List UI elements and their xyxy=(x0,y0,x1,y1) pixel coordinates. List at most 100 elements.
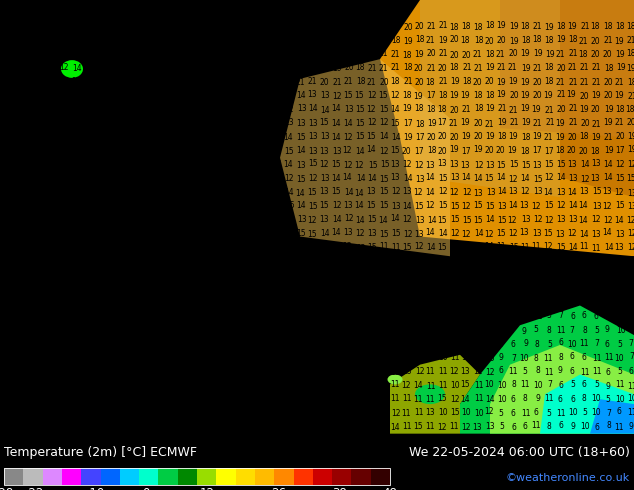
Text: 15: 15 xyxy=(297,229,306,239)
Text: 12: 12 xyxy=(261,50,271,59)
Text: 11: 11 xyxy=(284,270,294,279)
Text: 12: 12 xyxy=(261,408,271,417)
Text: 13: 13 xyxy=(167,311,177,320)
Text: 19: 19 xyxy=(307,49,318,59)
Text: 12: 12 xyxy=(190,64,199,73)
Text: 12: 12 xyxy=(143,394,152,403)
Text: 12: 12 xyxy=(403,230,412,239)
Text: 15: 15 xyxy=(354,104,365,114)
Text: 13: 13 xyxy=(131,354,140,363)
Text: 12: 12 xyxy=(484,257,494,266)
Text: 15: 15 xyxy=(154,119,164,128)
Text: 14: 14 xyxy=(295,189,305,197)
Text: 15: 15 xyxy=(297,382,306,391)
Text: 12: 12 xyxy=(402,215,411,224)
Text: 11: 11 xyxy=(531,421,541,430)
Text: 14: 14 xyxy=(272,326,281,335)
Text: 19: 19 xyxy=(403,37,412,46)
Text: 15: 15 xyxy=(331,244,340,253)
Text: 12: 12 xyxy=(285,298,294,307)
Text: 13: 13 xyxy=(332,147,342,156)
Text: 11: 11 xyxy=(402,409,411,417)
Text: 12: 12 xyxy=(25,201,35,210)
Text: 11: 11 xyxy=(165,381,175,390)
Text: 15: 15 xyxy=(296,175,306,184)
Text: 13: 13 xyxy=(261,395,271,405)
Text: 13: 13 xyxy=(131,422,140,431)
Text: 12: 12 xyxy=(628,160,634,169)
Text: 14: 14 xyxy=(179,422,189,431)
Text: 12: 12 xyxy=(356,244,366,253)
Text: 13: 13 xyxy=(96,312,106,321)
Text: 10: 10 xyxy=(450,341,460,349)
Text: 12: 12 xyxy=(307,216,317,224)
Text: 17: 17 xyxy=(403,119,413,128)
Polygon shape xyxy=(560,0,634,197)
Text: 11: 11 xyxy=(320,243,330,252)
Text: 12: 12 xyxy=(367,91,377,100)
Text: 13: 13 xyxy=(273,270,282,279)
Text: 12: 12 xyxy=(403,270,412,278)
Text: 19: 19 xyxy=(344,50,354,59)
Text: 13: 13 xyxy=(107,340,117,349)
Text: 13: 13 xyxy=(579,187,588,196)
Text: -10: -10 xyxy=(86,487,105,490)
Text: 20: 20 xyxy=(473,78,482,87)
Text: 15: 15 xyxy=(402,244,411,252)
Text: 7: 7 xyxy=(606,409,611,418)
Text: 19: 19 xyxy=(521,78,530,87)
Text: 13: 13 xyxy=(13,36,23,45)
Polygon shape xyxy=(280,59,450,256)
Text: 11: 11 xyxy=(614,423,623,432)
Text: 12: 12 xyxy=(202,188,211,197)
Text: 14: 14 xyxy=(213,353,223,363)
Text: 14: 14 xyxy=(142,325,152,335)
Text: 14: 14 xyxy=(143,23,152,31)
Text: 15: 15 xyxy=(238,36,247,46)
Text: 15: 15 xyxy=(296,312,306,320)
Text: 14: 14 xyxy=(131,173,141,182)
Text: 13: 13 xyxy=(143,366,152,375)
Text: 15: 15 xyxy=(473,201,483,210)
Text: 15: 15 xyxy=(307,230,317,239)
Text: 13: 13 xyxy=(37,161,46,170)
Text: 19: 19 xyxy=(496,22,505,30)
Text: 8: 8 xyxy=(606,421,611,430)
Text: 13: 13 xyxy=(378,270,388,279)
Text: 9: 9 xyxy=(498,326,503,335)
Text: 6: 6 xyxy=(582,380,586,389)
Text: 13: 13 xyxy=(178,104,187,113)
Text: 15: 15 xyxy=(390,146,399,154)
Text: 15: 15 xyxy=(439,271,448,280)
Text: 12: 12 xyxy=(107,146,117,154)
Text: 14: 14 xyxy=(285,63,295,72)
Text: 13: 13 xyxy=(213,297,223,307)
Text: 18: 18 xyxy=(474,91,483,99)
Text: 21: 21 xyxy=(390,63,399,72)
Text: 11: 11 xyxy=(236,270,246,279)
Text: 13: 13 xyxy=(166,118,176,127)
Text: 15: 15 xyxy=(131,229,140,238)
Text: 20: 20 xyxy=(438,132,448,141)
Text: 12: 12 xyxy=(508,228,518,238)
Text: 11: 11 xyxy=(179,340,189,349)
Text: 13: 13 xyxy=(520,228,529,237)
Text: 15: 15 xyxy=(190,161,199,170)
Text: 19: 19 xyxy=(579,105,589,114)
Text: 11: 11 xyxy=(415,326,424,335)
Text: 12: 12 xyxy=(520,187,529,196)
Text: 13: 13 xyxy=(250,118,259,127)
Text: 14: 14 xyxy=(592,256,602,266)
Text: 11: 11 xyxy=(556,326,566,335)
Text: 14: 14 xyxy=(390,214,399,223)
Text: 18: 18 xyxy=(415,104,424,113)
Text: 13: 13 xyxy=(84,63,94,73)
Text: 14: 14 xyxy=(380,132,389,142)
Text: 11: 11 xyxy=(131,339,140,348)
Text: 15: 15 xyxy=(367,215,377,224)
Text: 15: 15 xyxy=(249,161,258,170)
Text: 15: 15 xyxy=(214,119,223,127)
Text: 14: 14 xyxy=(402,339,411,348)
Text: 13: 13 xyxy=(460,161,470,170)
Text: 21: 21 xyxy=(343,77,353,86)
